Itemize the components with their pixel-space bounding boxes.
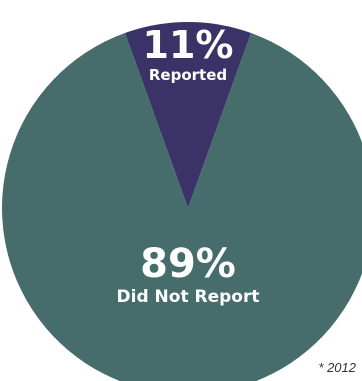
footnote: * 2012 (318, 360, 356, 375)
pie-slice-did-not-report (2, 33, 362, 381)
slice-value-reported: 11% (143, 23, 234, 67)
pie-slice-reported (124, 22, 252, 209)
slice-label-did-not-report: Did Not Report (117, 287, 260, 307)
slice-value-did-not-report: 89% (140, 241, 236, 287)
slice-label-reported: Reported (149, 66, 227, 84)
pie-slices (2, 22, 362, 381)
